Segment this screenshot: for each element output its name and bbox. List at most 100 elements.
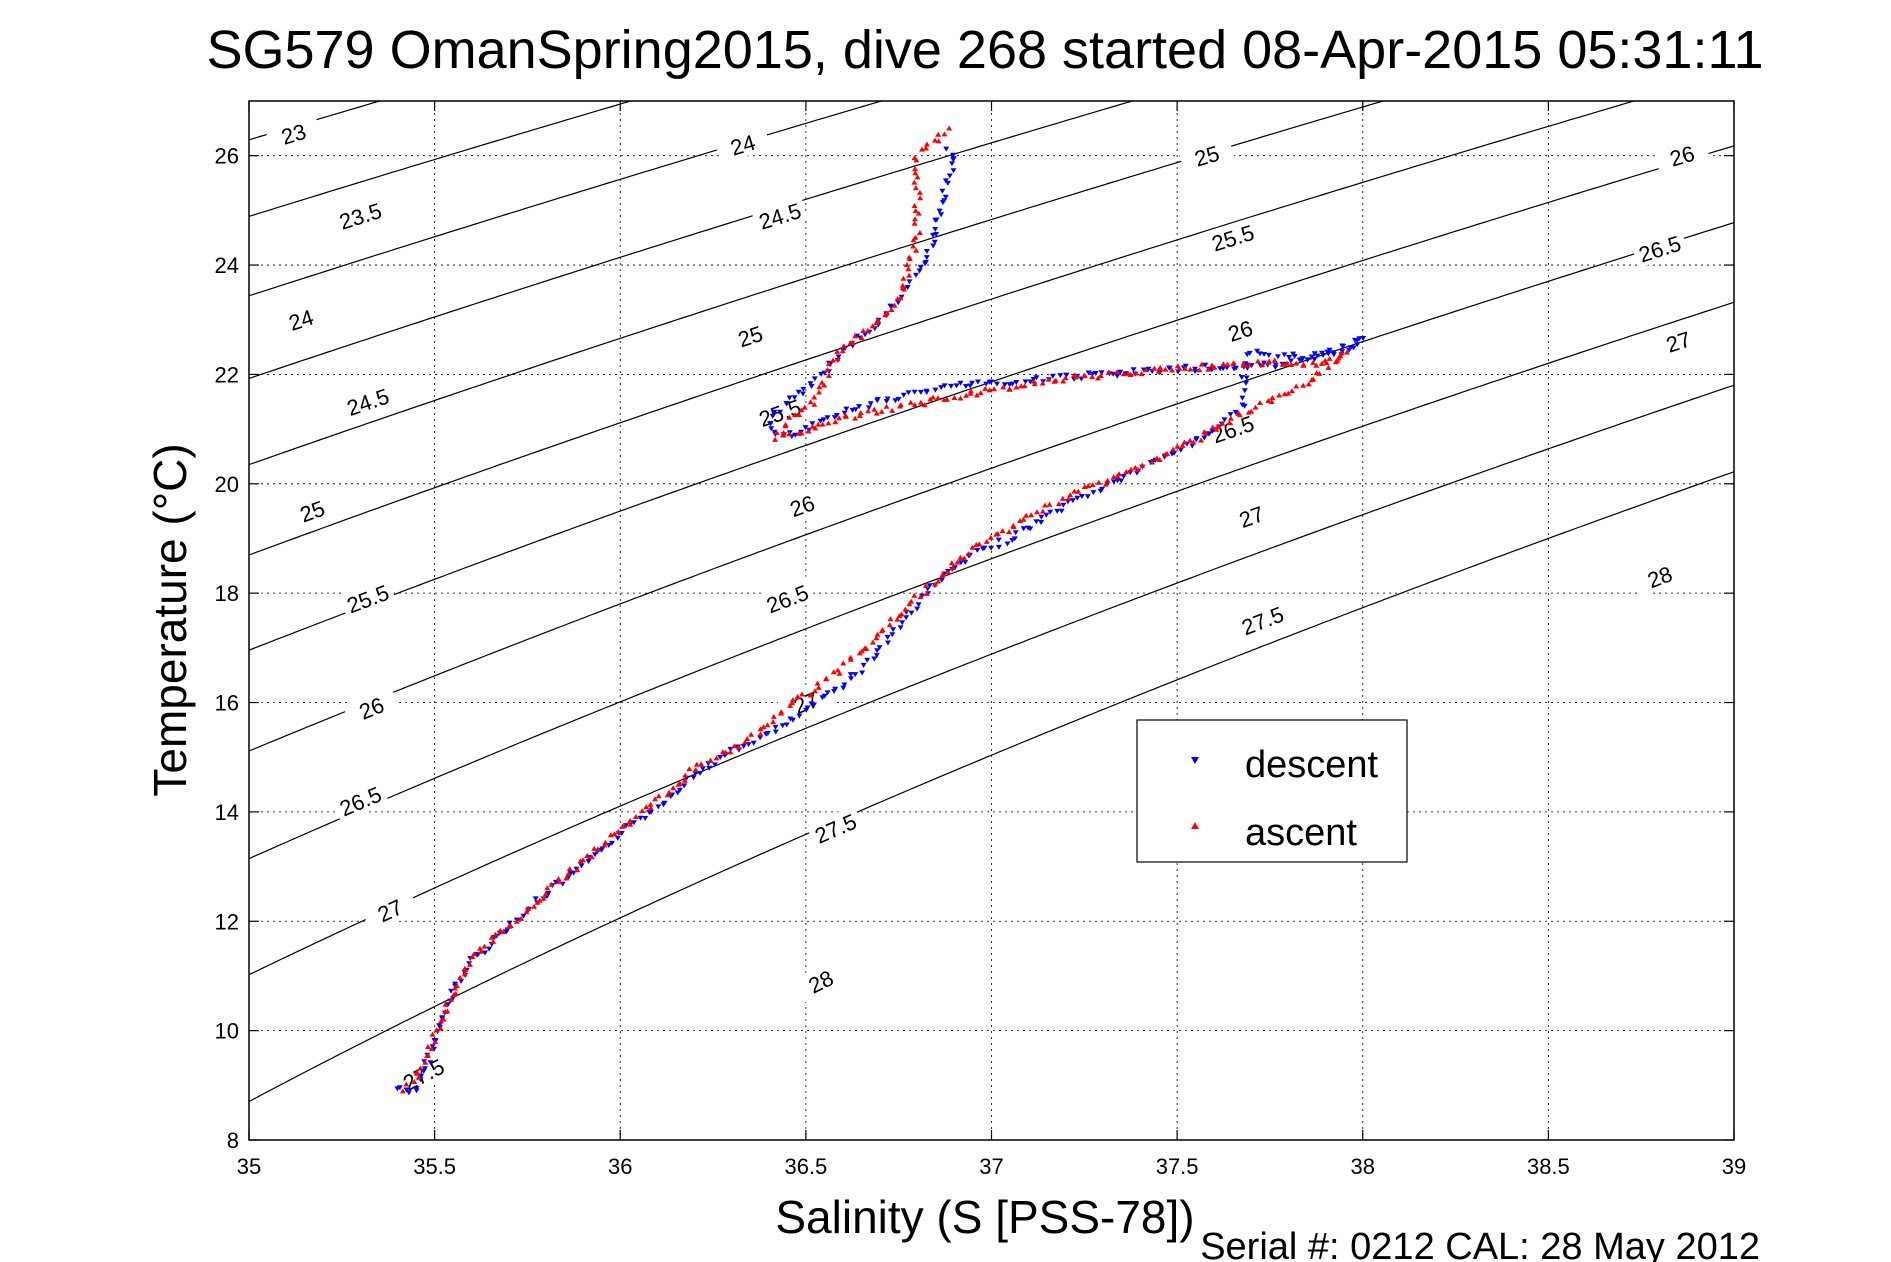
ascent-point xyxy=(1276,392,1283,398)
descent-point xyxy=(884,396,891,402)
x-tick-label: 37 xyxy=(979,1154,1003,1179)
descent-point xyxy=(1085,370,1092,376)
ascent-point xyxy=(1157,364,1164,370)
descent-point xyxy=(1272,365,1279,370)
ascent-point xyxy=(627,821,634,827)
x-tick-label: 35 xyxy=(237,1154,261,1179)
ascent-point xyxy=(842,412,849,418)
ascent-point xyxy=(647,805,654,811)
descent-point xyxy=(1209,428,1216,434)
ascent-point xyxy=(796,412,803,417)
descent-point xyxy=(674,790,681,796)
y-axis-label: Temperature (°C) xyxy=(144,443,196,796)
ascent-point xyxy=(816,384,823,390)
ascent-point xyxy=(1236,412,1243,418)
ascent-point xyxy=(1170,446,1177,452)
ascent-point xyxy=(1240,360,1247,366)
descent-point xyxy=(930,243,937,249)
ascent-point xyxy=(834,356,841,362)
ascent-point xyxy=(916,189,923,195)
ascent-point xyxy=(930,394,936,400)
ascent-point xyxy=(1055,501,1062,507)
ascent-point xyxy=(1255,358,1261,364)
descent-point xyxy=(1049,373,1056,379)
descent-point xyxy=(950,152,957,158)
descent-point xyxy=(796,713,803,719)
y-tick-label: 24 xyxy=(215,253,239,278)
ascent-point xyxy=(1305,381,1312,387)
ascent-point xyxy=(836,670,843,676)
ascent-point xyxy=(1343,349,1350,355)
ascent-point xyxy=(478,948,485,954)
contour-label-bg xyxy=(721,314,779,356)
ascent-point xyxy=(935,138,942,144)
ascent-point xyxy=(900,275,907,281)
density-contour-label: 26 xyxy=(1211,309,1269,351)
ascent-point xyxy=(932,137,938,143)
descent-point xyxy=(1291,354,1298,359)
ascent-point xyxy=(941,396,948,402)
ascent-point xyxy=(821,382,828,388)
density-contour-label: 26 xyxy=(342,685,401,729)
ascent-point xyxy=(786,431,793,437)
descent-point xyxy=(1038,520,1045,525)
ascent-point xyxy=(615,828,622,834)
ascent-point xyxy=(902,606,909,612)
descent-point xyxy=(1286,355,1293,360)
ascent-point xyxy=(1095,375,1101,381)
descent-point xyxy=(1084,494,1091,500)
descent-point xyxy=(911,389,918,395)
descent-point xyxy=(452,981,459,987)
density-contour-line xyxy=(249,301,1734,860)
ascent-point xyxy=(563,875,570,881)
descent-point xyxy=(1238,375,1245,380)
descent-point xyxy=(1001,382,1008,388)
descent-point xyxy=(769,413,776,419)
ascent-point xyxy=(1252,404,1259,410)
ascent-point xyxy=(957,554,964,560)
descent-point xyxy=(962,559,969,565)
descent-point xyxy=(1043,512,1050,518)
descent-point xyxy=(396,1085,403,1091)
descent-point xyxy=(933,217,940,223)
ascent-point xyxy=(652,796,659,802)
ascent-point xyxy=(911,179,918,185)
descent-point xyxy=(938,577,945,583)
ascent-point xyxy=(1269,395,1276,400)
ascent-point xyxy=(888,307,895,312)
ascent-point xyxy=(912,185,919,191)
descent-point xyxy=(1239,402,1246,408)
descent-point xyxy=(939,188,946,194)
ascent-point xyxy=(438,1018,444,1024)
ascent-point xyxy=(565,871,572,877)
ascent-point xyxy=(1006,386,1013,392)
ascent-point xyxy=(911,592,918,598)
descent-point xyxy=(897,625,904,631)
ascent-point xyxy=(941,131,948,137)
ascent-point xyxy=(789,697,796,703)
ascent-point xyxy=(627,818,634,823)
descent-point xyxy=(552,879,559,885)
chart-title: SG579 OmanSpring2015, dive 268 started 0… xyxy=(206,20,1763,80)
ascent-point xyxy=(686,766,693,772)
ascent-point xyxy=(1045,376,1052,382)
ascent-point xyxy=(1067,492,1074,498)
descent-point xyxy=(923,260,929,265)
ascent-point xyxy=(1316,370,1323,376)
x-axis-label: Salinity (S [PSS-78]) xyxy=(775,1191,1194,1243)
ascent-point xyxy=(815,684,822,690)
descent-point xyxy=(630,820,637,826)
descent-point xyxy=(1340,344,1347,349)
y-tick-label: 14 xyxy=(215,800,239,825)
descent-point xyxy=(1013,380,1020,385)
descent-point xyxy=(804,705,811,711)
descent-point xyxy=(717,755,724,760)
ascent-point xyxy=(825,361,832,367)
descent-point xyxy=(1202,362,1209,368)
descent-point xyxy=(1020,526,1027,532)
descent-point xyxy=(800,391,806,397)
ascent-point xyxy=(1285,390,1292,396)
descent-point xyxy=(995,544,1002,550)
descent-point xyxy=(1281,352,1288,358)
descent-point xyxy=(946,173,953,179)
